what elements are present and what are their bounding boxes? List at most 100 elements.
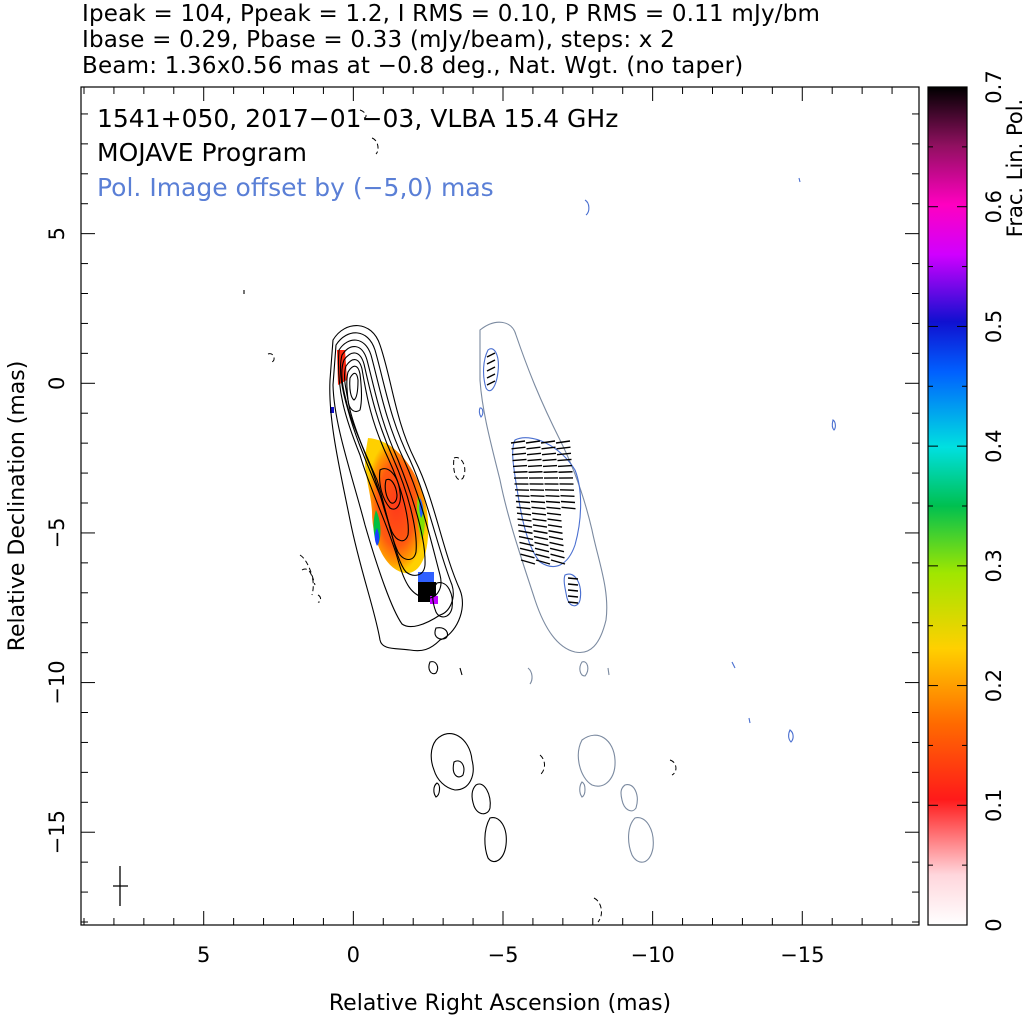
- y-tick-label: −15: [45, 810, 69, 854]
- colorbar-tick-label: 0.5: [982, 310, 1006, 343]
- evpa-tick: [512, 464, 528, 468]
- contour-knot-2: [432, 582, 453, 618]
- evpa-tick: [545, 500, 561, 504]
- evpa-tick: [518, 535, 534, 541]
- evpa-tick: [527, 458, 542, 462]
- colorbar-ticks: 0 0.1 0.2 0.3 0.4 0.5 0.6 0.7: [928, 70, 1006, 932]
- colorbar-tick-label: 0.3: [982, 549, 1006, 582]
- core-pol-dot: [330, 407, 334, 413]
- contour-south-1: [430, 733, 474, 791]
- evpa-tick: [556, 446, 571, 450]
- evpa-tick: [486, 359, 496, 365]
- offset-south-3: [620, 784, 638, 812]
- y-tick-label: 5: [45, 227, 69, 240]
- neg-contour-6: [371, 137, 379, 155]
- contour-level-5: [341, 352, 417, 561]
- contour-knot-3: [434, 627, 449, 640]
- evpa-tick: [547, 524, 563, 528]
- evpa-tick: [532, 518, 547, 522]
- evpa-tick: [519, 547, 535, 553]
- header-base-levels: Ibase = 0.29, Pbase = 0.33 (mJy/beam), s…: [82, 27, 675, 53]
- evpa-tick: [542, 464, 558, 468]
- evpa-tick: [560, 494, 575, 498]
- evpa-tick: [533, 530, 548, 534]
- evpa-tick: [558, 471, 573, 473]
- neg-contour-7: [359, 109, 367, 119]
- x-axis-ticks: [83, 87, 893, 925]
- x-tick-label: −10: [630, 943, 674, 967]
- evpa-tick: [520, 553, 535, 559]
- pol-contour-speck-3: [731, 661, 736, 669]
- evpa-tick: [534, 541, 549, 547]
- evpa-tick: [486, 352, 496, 358]
- contour-knot-1-inner: [384, 478, 398, 504]
- pol-contour-knot: [563, 573, 582, 607]
- evpa-tick: [567, 583, 579, 586]
- fractional-polarization-field: [330, 350, 438, 604]
- evpa-tick: [511, 452, 527, 456]
- evpa-tick: [567, 601, 579, 604]
- negative-contours: [267, 109, 677, 923]
- evpa-tick: [518, 530, 533, 534]
- evpa-tick: [526, 452, 542, 456]
- evpa-tick: [548, 530, 563, 534]
- evpa-tick: [515, 500, 531, 504]
- evpa-tick: [548, 535, 564, 541]
- offset-south-1: [577, 734, 616, 787]
- evpa-tick: [535, 553, 550, 559]
- colorbar-tick-label: 0.6: [982, 190, 1006, 223]
- evpa-tick: [545, 494, 560, 498]
- contour-south-4: [484, 817, 507, 863]
- colorbar-tick-label: 0.1: [982, 789, 1006, 822]
- evpa-tick: [549, 547, 565, 553]
- contour-south-2: [433, 782, 441, 798]
- pol-offset-note: Pol. Image offset by (−5,0) mas: [97, 173, 494, 202]
- evpa-tick: [535, 559, 551, 565]
- evpa-tick: [546, 506, 561, 510]
- contour-level-2: [332, 332, 454, 628]
- x-tick-label: −5: [488, 943, 519, 967]
- evpa-tick: [528, 471, 543, 473]
- y-tick-label: −5: [45, 517, 69, 548]
- pol-contour-north: [584, 199, 590, 216]
- evpa-tick: [561, 506, 576, 510]
- evpa-tick: [532, 524, 548, 528]
- beam-cross: [113, 866, 128, 906]
- neg-contour-2: [453, 457, 466, 481]
- evpa-tick: [525, 440, 541, 444]
- evpa-tick: [526, 446, 541, 450]
- x-tick-label: 5: [197, 943, 210, 967]
- evpa-tick: [517, 524, 533, 528]
- evpa-tick: [515, 494, 530, 498]
- evpa-tick: [543, 471, 558, 473]
- source-title: 1541+050, 2017−01−03, VLBA 15.4 GHz: [97, 104, 618, 133]
- x-tick-label: −15: [780, 943, 824, 967]
- pol-contour-speck-4: [748, 717, 751, 724]
- neg-contour-5: [317, 594, 322, 603]
- y-axis-tick-labels: 5 0 −5 −10 −15: [45, 227, 69, 854]
- evpa-tick: [531, 506, 546, 510]
- evpa-tick: [567, 577, 579, 580]
- x-axis-label: Relative Right Ascension (mas): [329, 991, 671, 1016]
- evpa-tick: [486, 366, 496, 372]
- contour-level-8: [349, 372, 359, 401]
- evpa-tick: [530, 500, 546, 504]
- offset-intensity-contour: [479, 321, 654, 863]
- jet-pol-region: [364, 438, 429, 574]
- contour-south-1-inner: [452, 760, 465, 778]
- colorbar-tick-label: 0.7: [982, 70, 1006, 103]
- colorbar-tick-label: 0: [982, 918, 1006, 931]
- contour-island-2: [459, 667, 463, 676]
- y-tick-label: −10: [45, 660, 69, 704]
- evpa-tick: [541, 446, 556, 450]
- evpa-tick: [530, 494, 545, 498]
- evpa-tick: [556, 452, 572, 456]
- pol-contour-speck: [478, 407, 484, 418]
- evpa-tick: [560, 500, 576, 504]
- evpa-tick: [541, 452, 557, 456]
- contour-south-3: [471, 783, 491, 815]
- contour-island-1: [428, 661, 439, 675]
- contour-level-4: [339, 346, 426, 576]
- evpa-tick: [517, 518, 532, 522]
- offset-main-contour: [479, 321, 608, 654]
